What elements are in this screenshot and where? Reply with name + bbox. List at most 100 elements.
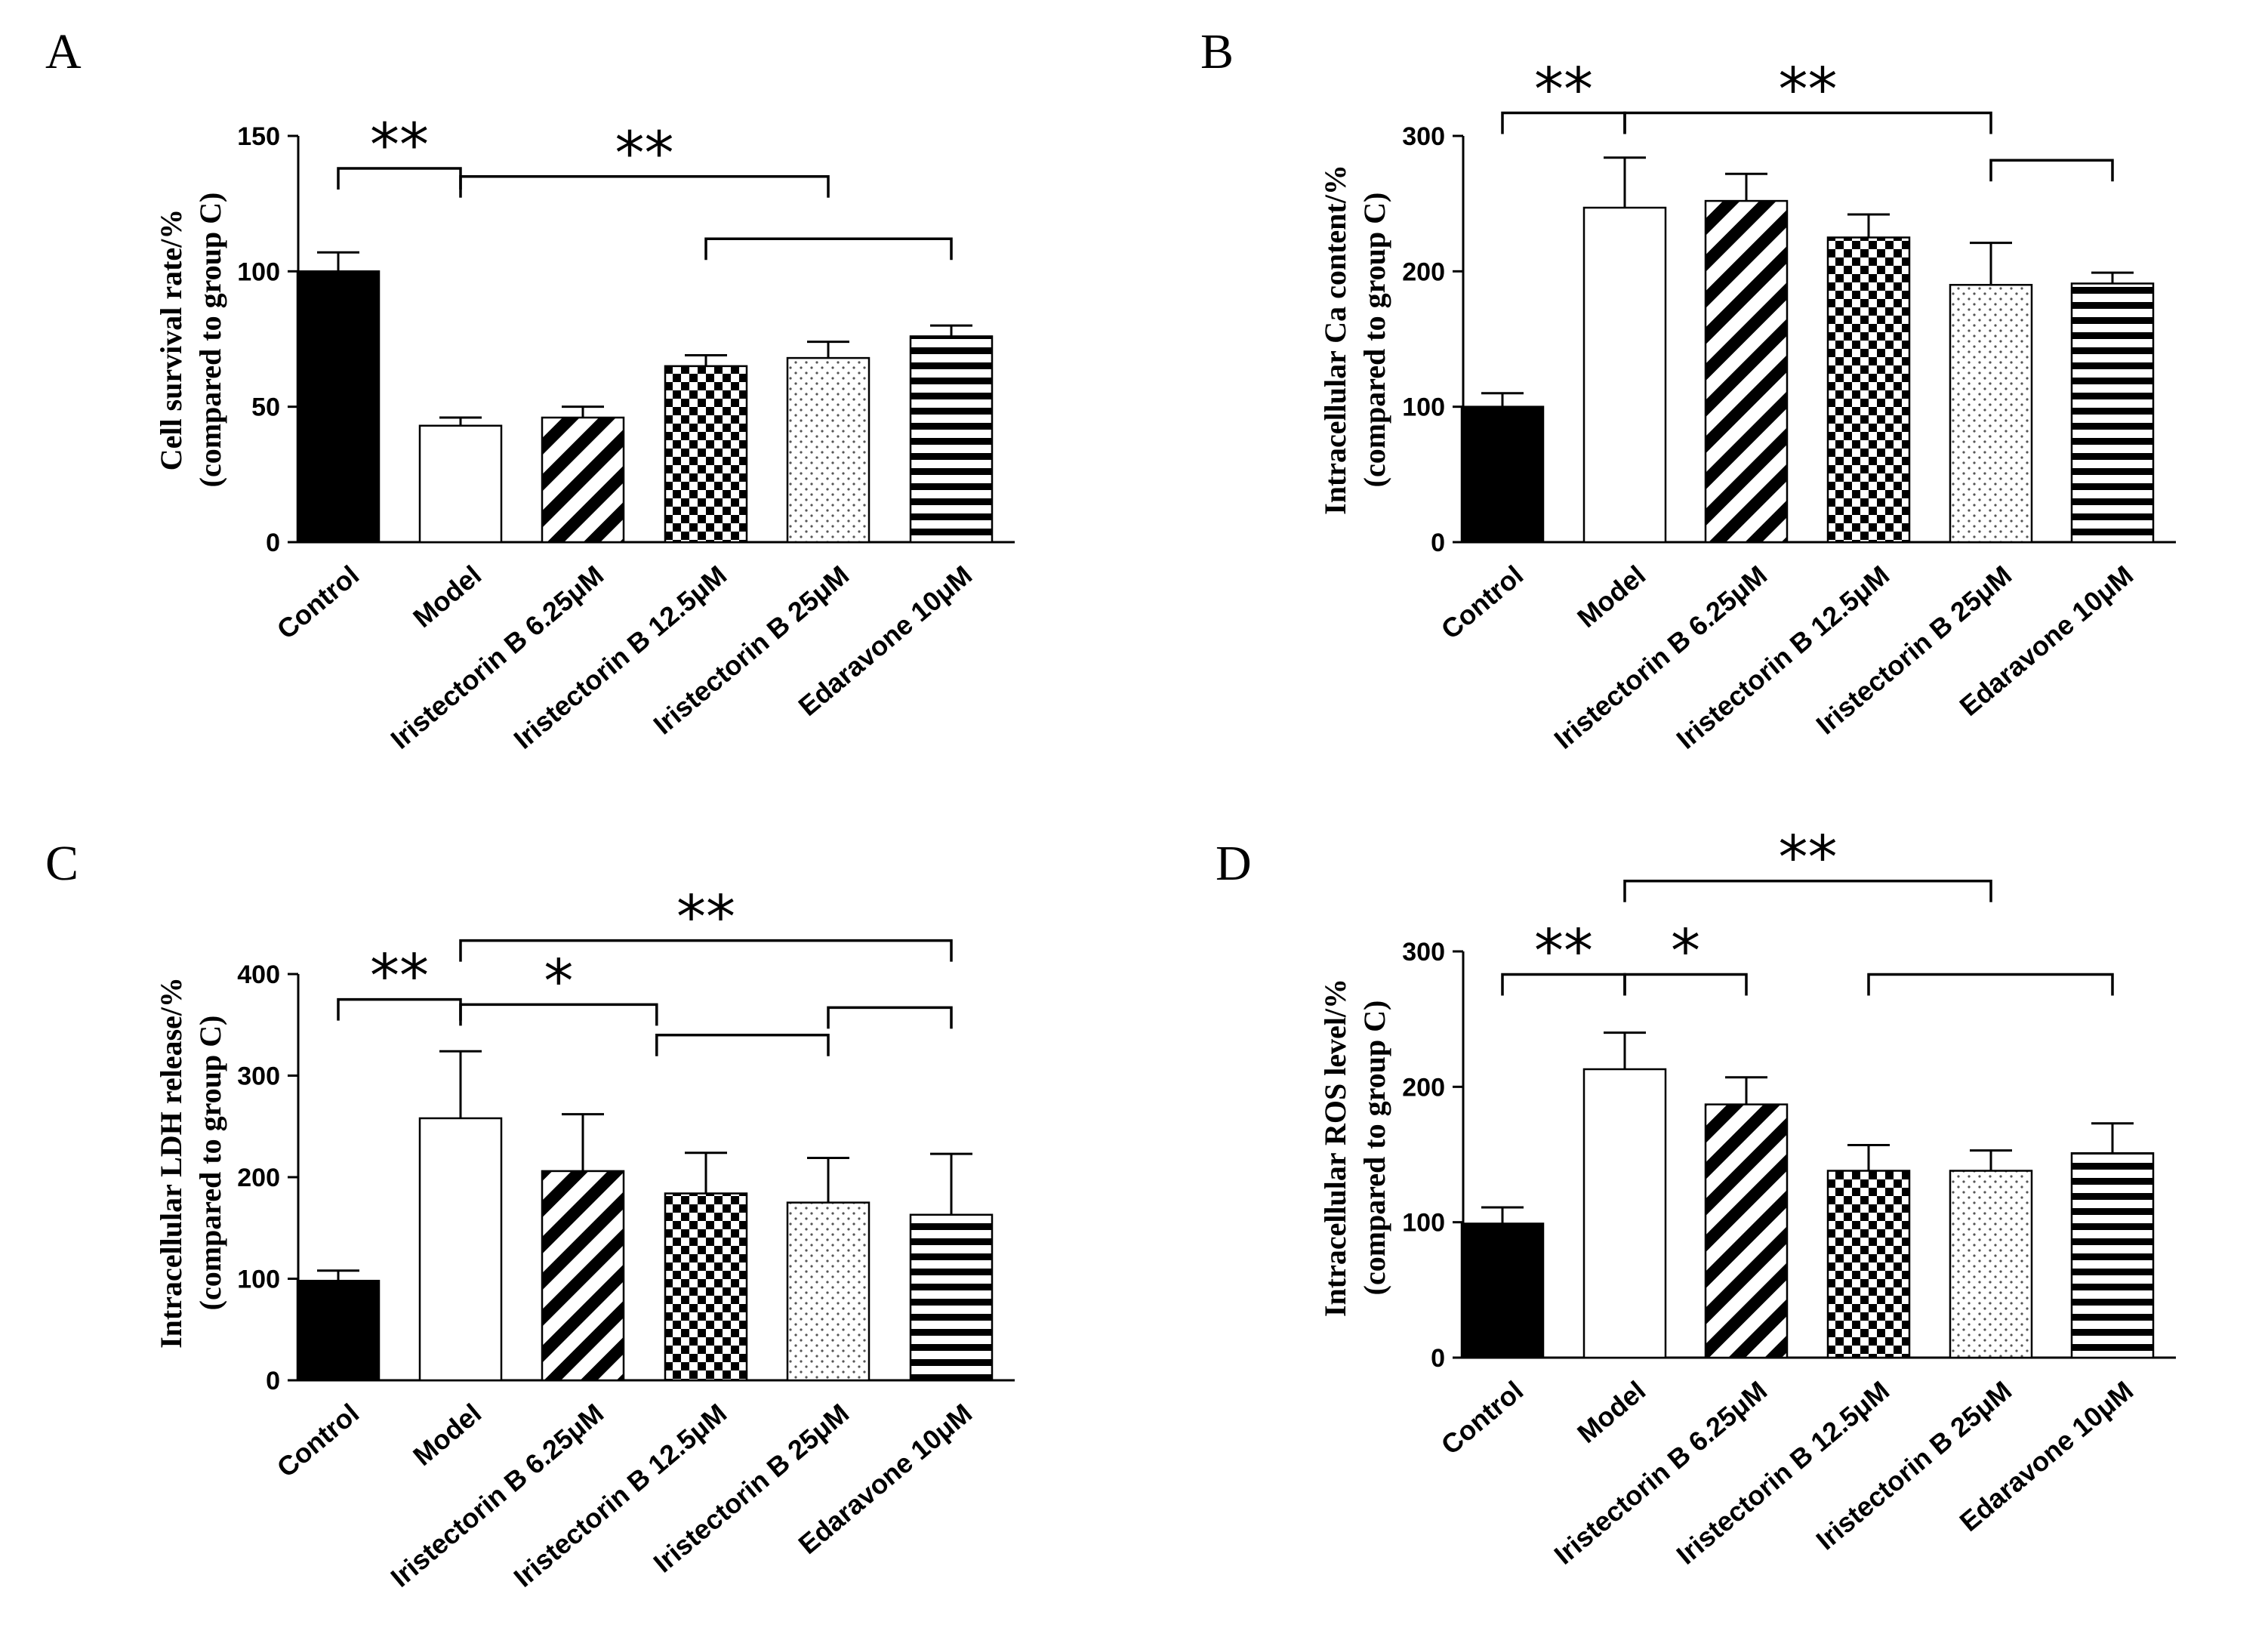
category-label: Iristectorin B 12.5μM (508, 1398, 733, 1593)
y-tick-label: 50 (251, 393, 280, 422)
significance-label: ** (615, 120, 674, 188)
bar (1826, 1170, 1911, 1359)
category-label: Iristectorin B 12.5μM (508, 560, 733, 755)
significance-label: * (544, 948, 573, 1016)
y-tick-label: 0 (1431, 1344, 1445, 1373)
significance-bracket (459, 939, 953, 962)
y-axis-label-subtitle: (compared to group C) (193, 1016, 227, 1311)
category-label: Control (271, 1398, 365, 1484)
significance-bracket (1867, 973, 2114, 996)
category-label: Iristectorin B 12.5μM (1671, 1375, 1896, 1571)
panel-letter: D (1216, 836, 1252, 891)
significance-label: ** (370, 112, 429, 180)
category-label: Control (271, 560, 365, 646)
y-tick-label: 100 (237, 1266, 280, 1294)
bar (1949, 284, 2033, 544)
y-tick-label: 200 (1402, 1073, 1445, 1102)
category-label: Control (1435, 1375, 1529, 1461)
bar (1704, 1103, 1789, 1359)
category-label: Model (407, 560, 487, 634)
bar (1582, 1068, 1667, 1359)
bar (418, 1117, 503, 1382)
category-label: Model (1571, 560, 1651, 634)
bar (541, 1170, 625, 1382)
y-axis-label-subtitle: (compared to group C) (1357, 193, 1391, 488)
chart-panel-b: B Intracellular Ca content/% (compared to … (1200, 24, 2176, 755)
category-label: Model (1571, 1375, 1651, 1449)
y-axis-label: Cell survival rate/% (154, 209, 188, 471)
significance-bracket (459, 1003, 658, 1026)
bar (786, 356, 871, 544)
bar (2070, 282, 2155, 544)
bar (1582, 206, 1667, 544)
category-label: Iristectorin B 25μM (648, 1398, 855, 1579)
significance-label: ** (1534, 57, 1593, 125)
bar (541, 416, 625, 544)
significance-bracket (1623, 973, 1748, 996)
significance-label: ** (676, 884, 735, 952)
category-label: Iristectorin B 25μM (648, 560, 855, 741)
significance-bracket (459, 175, 830, 198)
bar (418, 424, 503, 544)
bar (786, 1201, 871, 1382)
category-label: Iristectorin B 12.5μM (1671, 560, 1896, 755)
bar (664, 1192, 748, 1382)
category-label: Iristectorin B 25μM (1810, 1375, 2018, 1556)
bar (1704, 199, 1789, 544)
y-tick-label: 200 (237, 1164, 280, 1192)
chart-panel-c: C Intracellular LDH release/% (compared to… (45, 836, 1015, 1593)
y-axis-label: Intracellular LDH release/% (154, 977, 188, 1349)
panel-letter: B (1200, 24, 1234, 79)
category-label: Iristectorin B 6.25μM (385, 560, 610, 755)
significance-bracket (704, 237, 953, 261)
y-tick-label: 100 (237, 257, 280, 286)
chart-panel-a: A Cell survival rate/% (compared to group … (45, 24, 1015, 755)
y-tick-label: 300 (237, 1062, 280, 1091)
y-tick-label: 200 (1402, 257, 1445, 286)
category-label: Iristectorin B 25μM (1810, 560, 2018, 741)
significance-bracket (1623, 880, 1992, 902)
panel-letter: A (45, 24, 82, 79)
significance-label: ** (1534, 917, 1593, 985)
significance-label: ** (1779, 57, 1838, 125)
chart-panel-d: D Intracellular ROS level/% (compared to g… (1216, 825, 2176, 1571)
y-tick-label: 150 (237, 122, 280, 151)
category-label: Iristectorin B 6.25μM (385, 1398, 610, 1593)
significance-bracket (655, 1033, 830, 1056)
y-tick-label: 0 (266, 1367, 280, 1395)
y-tick-label: 300 (1402, 938, 1445, 967)
significance-label: ** (1779, 825, 1838, 893)
y-tick-label: 0 (1431, 529, 1445, 557)
y-axis-label-subtitle: (compared to group C) (193, 193, 227, 488)
category-label: Model (407, 1398, 487, 1472)
panel-letter: C (45, 836, 79, 891)
bar (1460, 1222, 1545, 1359)
significance-bracket (827, 1006, 953, 1029)
y-tick-label: 100 (1402, 393, 1445, 422)
bar (664, 365, 748, 544)
category-label: Iristectorin B 6.25μM (1548, 1375, 1773, 1571)
significance-bracket (1623, 111, 1992, 134)
bar (909, 335, 994, 544)
bar (2070, 1152, 2155, 1359)
y-axis-label: Intracellular ROS level/% (1318, 979, 1352, 1317)
significance-label: * (1671, 917, 1700, 985)
category-label: Iristectorin B 6.25μM (1548, 560, 1773, 755)
category-label: Control (1435, 560, 1529, 646)
y-tick-label: 400 (237, 960, 280, 989)
bar (909, 1213, 994, 1382)
y-axis-label-subtitle: (compared to group C) (1357, 1000, 1391, 1296)
y-tick-label: 100 (1402, 1209, 1445, 1238)
y-tick-label: 300 (1402, 122, 1445, 151)
y-axis-label: Intracellular Ca content/% (1318, 165, 1352, 515)
bar (1949, 1170, 2033, 1359)
significance-label: ** (370, 943, 429, 1011)
significance-bracket (1989, 159, 2114, 182)
bar (1460, 405, 1545, 544)
bar (296, 1279, 381, 1382)
bar (1826, 236, 1911, 544)
bar (296, 270, 381, 544)
y-tick-label: 0 (266, 529, 280, 557)
